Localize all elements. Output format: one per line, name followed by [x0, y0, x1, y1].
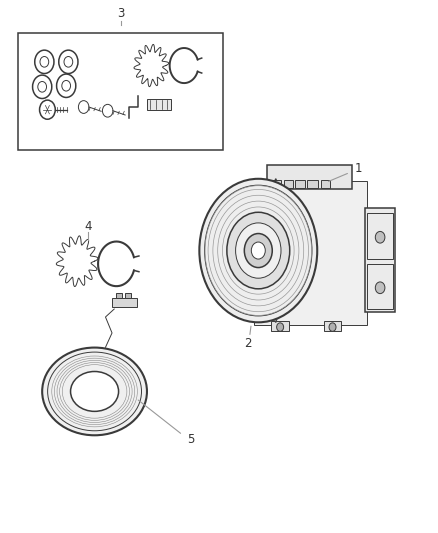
Bar: [324, 321, 341, 332]
Circle shape: [329, 323, 336, 332]
Text: 5: 5: [187, 433, 194, 446]
Bar: [252, 195, 260, 301]
Text: 1: 1: [355, 161, 363, 175]
Circle shape: [38, 82, 46, 92]
Circle shape: [102, 104, 113, 117]
Bar: [307, 180, 318, 188]
Circle shape: [236, 223, 281, 278]
Bar: [271, 180, 282, 188]
Text: 2: 2: [244, 337, 251, 350]
Bar: [125, 293, 131, 298]
Circle shape: [59, 50, 78, 74]
Bar: [284, 180, 293, 188]
Circle shape: [57, 74, 76, 98]
Ellipse shape: [42, 348, 147, 435]
Bar: [295, 180, 305, 188]
Circle shape: [277, 323, 284, 332]
Circle shape: [64, 56, 73, 67]
Bar: [112, 298, 138, 308]
Bar: [147, 99, 171, 110]
Bar: [321, 180, 330, 188]
Text: 3: 3: [117, 7, 124, 20]
Bar: [272, 321, 289, 332]
Circle shape: [32, 75, 52, 99]
Text: 4: 4: [84, 220, 92, 233]
Circle shape: [35, 50, 54, 74]
Circle shape: [199, 179, 317, 322]
Circle shape: [40, 56, 49, 67]
Bar: [18, 33, 223, 150]
Circle shape: [78, 101, 89, 114]
Bar: [116, 293, 122, 298]
Bar: [250, 197, 256, 298]
Bar: [254, 181, 367, 325]
Ellipse shape: [272, 179, 280, 322]
Bar: [367, 264, 393, 309]
Circle shape: [375, 231, 385, 243]
Bar: [267, 165, 352, 189]
Circle shape: [62, 80, 71, 91]
Bar: [367, 213, 393, 259]
Ellipse shape: [71, 372, 119, 411]
Circle shape: [244, 233, 272, 268]
Circle shape: [39, 100, 55, 119]
Circle shape: [375, 282, 385, 294]
Bar: [365, 208, 395, 312]
Circle shape: [251, 242, 265, 259]
Circle shape: [227, 212, 290, 289]
